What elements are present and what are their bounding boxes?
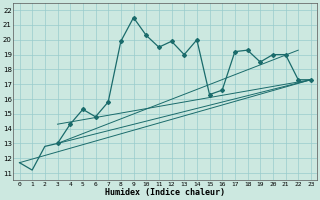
X-axis label: Humidex (Indice chaleur): Humidex (Indice chaleur) <box>105 188 225 197</box>
